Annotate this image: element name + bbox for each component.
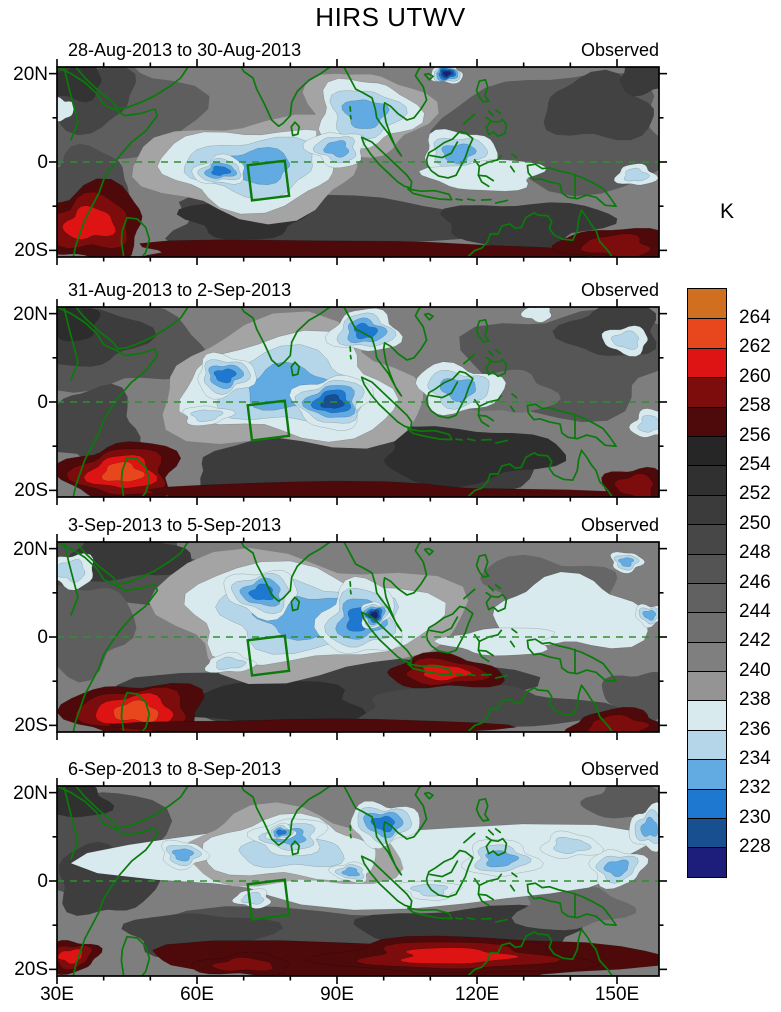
colorbar-swatch <box>688 377 726 407</box>
panel-3-title-row: 3-Sep-2013 to 5-Sep-2013 Observed <box>57 512 659 536</box>
colorbar-swatch <box>688 289 726 319</box>
panel-title: 28-Aug-2013 to 30-Aug-2013 <box>68 40 302 60</box>
colorbar-tick-label: 244 <box>739 600 771 622</box>
panel-1-title-row: 28-Aug-2013 to 30-Aug-2013 Observed <box>57 37 659 61</box>
colorbar-tick-label: 250 <box>739 512 771 534</box>
y-axis-label: 20N <box>13 303 48 325</box>
y-axis-label: 0 <box>37 627 48 648</box>
x-axis-label: 150E <box>594 984 640 1005</box>
colorbar-tick-label: 242 <box>739 630 771 652</box>
colorbar-tick-label: 254 <box>739 453 771 475</box>
y-axis-label: 20N <box>13 538 48 560</box>
colorbar-tick-label: 246 <box>739 571 771 593</box>
colorbar-tick-label: 234 <box>739 747 771 769</box>
observed-label: Observed <box>580 759 659 779</box>
colorbar-swatch <box>688 700 726 730</box>
colorbar-swatch <box>688 406 726 436</box>
panel-title: 3-Sep-2013 to 5-Sep-2013 <box>68 515 282 535</box>
y-axis-label: 0 <box>37 392 48 413</box>
colorbar-swatch <box>688 318 726 348</box>
x-axis-label: 120E <box>454 984 500 1005</box>
colorbar-tick-label: 264 <box>739 306 771 328</box>
colorbar-tick-label: 232 <box>739 777 771 799</box>
colorbar-swatch <box>688 759 726 789</box>
y-axis-label: 20N <box>13 782 48 804</box>
x-axis-label: 60E <box>180 984 214 1005</box>
colorbar-swatch <box>688 818 726 848</box>
map-canvas-panel-3 <box>49 534 667 740</box>
colorbar-tick-label: 252 <box>739 483 771 505</box>
panel-title: 6-Sep-2013 to 8-Sep-2013 <box>68 759 282 779</box>
colorbar-swatch <box>688 435 726 466</box>
colorbar <box>687 288 727 878</box>
panel-title: 31-Aug-2013 to 2-Sep-2013 <box>68 280 292 300</box>
y-axis-label: 20S <box>14 715 48 737</box>
observed-label: Observed <box>580 280 659 300</box>
colorbar-swatch <box>688 729 726 760</box>
colorbar-tick-label: 236 <box>739 718 771 740</box>
y-axis-label: 20S <box>14 959 48 981</box>
y-axis-label: 20S <box>14 480 48 502</box>
colorbar-swatch <box>688 494 726 525</box>
colorbar-swatch <box>688 524 726 554</box>
colorbar-swatch <box>688 553 726 583</box>
colorbar-swatch <box>688 641 726 672</box>
colorbar-tick-label: 258 <box>739 395 771 417</box>
colorbar-swatch <box>688 582 726 613</box>
figure-title: HIRS UTWV <box>315 2 466 32</box>
colorbar-tick-label: 256 <box>739 424 771 446</box>
y-axis-label: 20N <box>13 63 48 85</box>
y-axis-label: 20S <box>14 240 48 262</box>
colorbar-tick-label: 260 <box>739 365 771 387</box>
colorbar-tick-label: 228 <box>739 836 771 858</box>
y-axis-label: 0 <box>37 152 48 173</box>
colorbar-swatch <box>688 847 726 877</box>
y-axis-label: 0 <box>37 871 48 892</box>
map-canvas-panel-1 <box>49 59 667 265</box>
x-axis-label: 30E <box>40 984 74 1005</box>
observed-label: Observed <box>580 40 659 60</box>
map-canvas-panel-2 <box>49 299 667 505</box>
colorbar-swatch <box>688 671 726 701</box>
colorbar-swatch <box>688 347 726 378</box>
colorbar-swatch <box>688 612 726 642</box>
colorbar-tick-label: 248 <box>739 542 771 564</box>
observed-label: Observed <box>580 515 659 535</box>
colorbar-tick-label: 230 <box>739 806 771 828</box>
panel-4-title-row: 6-Sep-2013 to 8-Sep-2013 Observed <box>57 756 659 780</box>
colorbar-tick-label: 238 <box>739 689 771 711</box>
colorbar-tick-label: 240 <box>739 659 771 681</box>
x-axis-label: 90E <box>320 984 354 1005</box>
colorbar-swatch <box>688 788 726 819</box>
panel-2-title-row: 31-Aug-2013 to 2-Sep-2013 Observed <box>57 277 659 301</box>
colorbar-tick-label: 262 <box>739 336 771 358</box>
colorbar-unit-label: K <box>719 200 734 223</box>
colorbar-swatch <box>688 465 726 495</box>
map-canvas-panel-4 <box>49 778 667 984</box>
